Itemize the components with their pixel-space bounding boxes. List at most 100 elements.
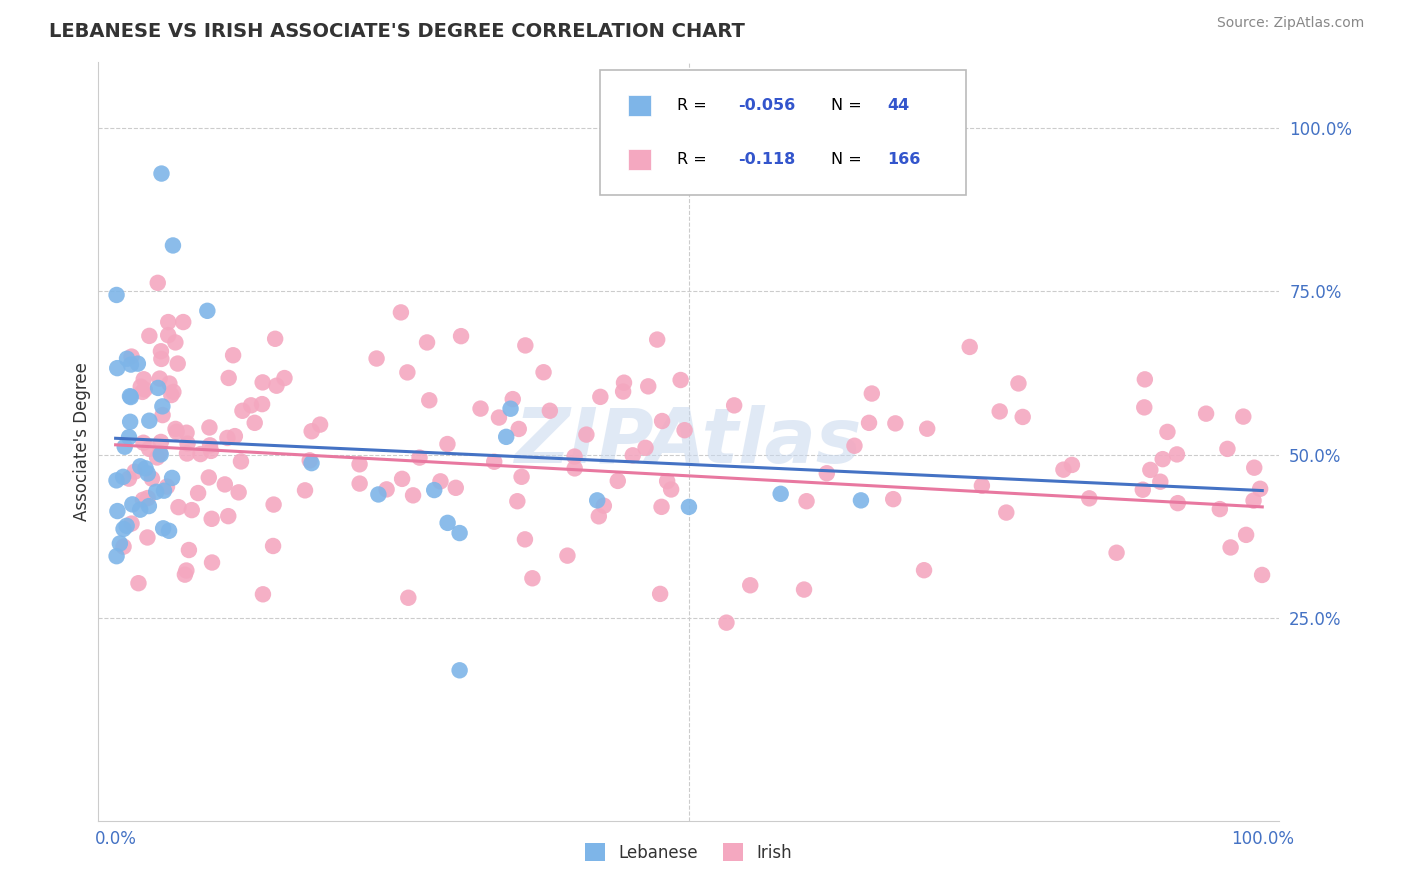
- Point: [118, 430, 141, 444]
- Point: [149, 434, 172, 449]
- Point: [495, 430, 517, 444]
- Point: [114, 440, 136, 454]
- Point: [396, 591, 419, 605]
- Point: [136, 467, 159, 481]
- Text: Source: ZipAtlas.com: Source: ZipAtlas.com: [1216, 16, 1364, 30]
- Point: [1139, 463, 1161, 477]
- Point: [149, 446, 172, 460]
- Point: [222, 348, 245, 362]
- Point: [231, 404, 253, 418]
- Point: [613, 376, 636, 390]
- Point: [995, 506, 1018, 520]
- Point: [793, 582, 815, 597]
- Point: [228, 485, 250, 500]
- Point: [645, 333, 668, 347]
- Point: [127, 357, 149, 371]
- Text: -0.118: -0.118: [738, 153, 796, 167]
- Point: [564, 450, 586, 464]
- Point: [118, 472, 141, 486]
- Point: [115, 351, 138, 366]
- Point: [1007, 376, 1029, 391]
- Point: [1232, 409, 1254, 424]
- Point: [201, 512, 224, 526]
- Point: [882, 492, 904, 507]
- Point: [1249, 482, 1271, 496]
- Point: [197, 470, 219, 484]
- Point: [858, 416, 880, 430]
- Point: [162, 238, 184, 252]
- FancyBboxPatch shape: [600, 70, 966, 195]
- Point: [157, 328, 180, 343]
- Point: [180, 503, 202, 517]
- Point: [176, 564, 198, 578]
- Point: [367, 487, 389, 501]
- Point: [657, 474, 679, 488]
- Point: [408, 450, 430, 465]
- Point: [651, 414, 673, 428]
- Point: [988, 404, 1011, 418]
- Point: [138, 499, 160, 513]
- Point: [508, 422, 530, 436]
- Point: [156, 479, 179, 493]
- Point: [115, 518, 138, 533]
- Point: [165, 422, 187, 436]
- Point: [150, 351, 173, 366]
- Point: [200, 444, 222, 458]
- Point: [150, 400, 173, 414]
- Point: [187, 486, 209, 500]
- Text: LEBANESE VS IRISH ASSOCIATE'S DEGREE CORRELATION CHART: LEBANESE VS IRISH ASSOCIATE'S DEGREE COR…: [49, 22, 745, 41]
- Point: [1219, 541, 1241, 555]
- Point: [176, 446, 198, 460]
- Point: [243, 416, 266, 430]
- Point: [444, 481, 467, 495]
- Point: [152, 521, 174, 535]
- Point: [120, 415, 142, 429]
- Point: [166, 425, 188, 439]
- Point: [152, 408, 174, 422]
- Point: [621, 448, 644, 462]
- Text: N =: N =: [831, 153, 866, 167]
- Point: [105, 474, 128, 488]
- Point: [499, 401, 522, 416]
- Point: [134, 383, 156, 397]
- Point: [229, 454, 252, 468]
- Point: [145, 484, 167, 499]
- Point: [177, 543, 200, 558]
- Point: [678, 500, 700, 514]
- Point: [266, 378, 288, 392]
- Point: [105, 288, 128, 302]
- Point: [423, 483, 446, 497]
- Point: [592, 499, 614, 513]
- Point: [129, 459, 152, 474]
- Point: [105, 361, 128, 376]
- Point: [844, 439, 866, 453]
- Point: [1166, 447, 1188, 461]
- Point: [912, 563, 935, 577]
- Point: [160, 388, 183, 402]
- Point: [120, 358, 142, 372]
- Point: [402, 488, 425, 502]
- Point: [166, 357, 188, 371]
- Point: [416, 335, 439, 350]
- Point: [262, 539, 284, 553]
- Text: ZIPAtlas: ZIPAtlas: [515, 405, 863, 478]
- Point: [165, 335, 187, 350]
- Point: [146, 450, 169, 465]
- Point: [849, 493, 872, 508]
- Point: [769, 487, 792, 501]
- Point: [450, 329, 472, 343]
- Point: [129, 379, 152, 393]
- Point: [157, 524, 180, 538]
- Point: [1011, 409, 1033, 424]
- Point: [575, 427, 598, 442]
- Point: [157, 376, 180, 391]
- Point: [120, 390, 142, 404]
- Point: [533, 365, 555, 379]
- Point: [1133, 372, 1156, 386]
- Point: [1216, 442, 1239, 456]
- Point: [716, 615, 738, 630]
- Point: [588, 509, 610, 524]
- Point: [1251, 568, 1274, 582]
- Point: [418, 393, 440, 408]
- Point: [127, 576, 149, 591]
